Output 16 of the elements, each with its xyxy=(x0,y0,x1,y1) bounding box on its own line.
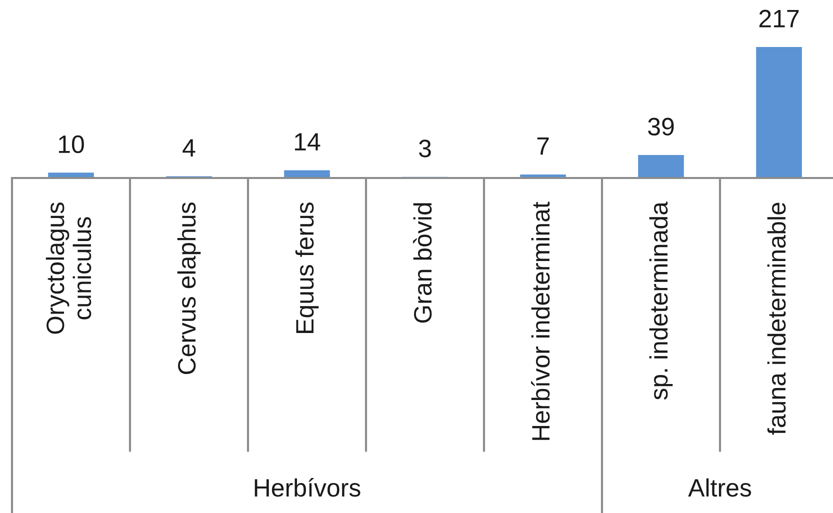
x-tick-label: fauna indeterminable xyxy=(767,202,786,435)
x-tick-label: sp. indeterminada xyxy=(649,202,673,400)
text: Altres xyxy=(688,478,752,497)
x-tick-label: Oryctolagus cuniculus xyxy=(46,202,92,334)
data-label: 10 xyxy=(59,135,84,154)
data-label: 14 xyxy=(295,133,320,150)
x-tick-label: Gran bòvid xyxy=(413,203,432,323)
data-label: 7 xyxy=(537,137,549,155)
text: Herbívors xyxy=(254,478,360,497)
x-tick-label: Herbívor indeterminat xyxy=(531,202,550,440)
x-tick-label: Cervus elaphus xyxy=(177,202,201,374)
data-label: 3 xyxy=(419,140,431,158)
x-tick-label: Equus ferus xyxy=(295,202,319,333)
data-label: 4 xyxy=(182,139,196,156)
data-label: 217 xyxy=(759,10,799,28)
data-label: 39 xyxy=(648,118,674,136)
